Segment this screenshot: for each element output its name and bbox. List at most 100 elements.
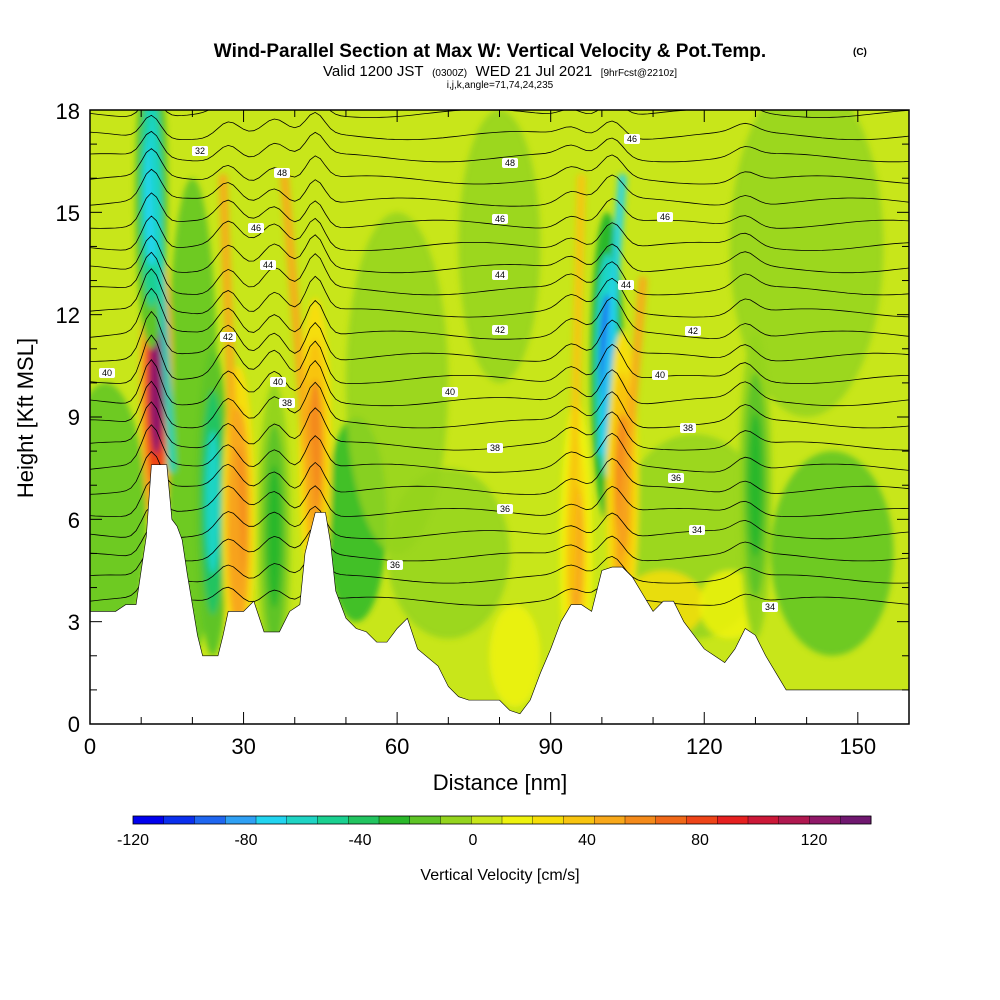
- chart-subtitle: Valid 1200 JST (0300Z) WED 21 Jul 2021 […: [323, 63, 677, 80]
- contour-label: 42: [220, 332, 236, 342]
- colorbar-swatch: [717, 816, 749, 824]
- theta-contour: [90, 110, 909, 118]
- plot-area: 5048484646464644444442424240404040383838…: [89, 109, 910, 725]
- x-tick-label: 90: [538, 734, 562, 759]
- y-tick-label: 12: [56, 303, 80, 328]
- colorbar-swatch: [625, 816, 657, 824]
- colorbar-swatch: [194, 816, 226, 824]
- x-tick-labels: 0 30 60 90 120 150: [84, 734, 876, 759]
- theta-contour: [90, 505, 909, 540]
- svg-text:40: 40: [445, 387, 455, 397]
- axis-ticks: [89, 109, 910, 725]
- colorbar-swatch: [594, 816, 626, 824]
- subtitle-valid: Valid 1200 JST: [323, 63, 424, 80]
- contour-label: 34: [689, 525, 705, 535]
- contour-label: 42: [492, 325, 508, 335]
- velocity-band: [489, 604, 541, 707]
- svg-text:40: 40: [102, 368, 112, 378]
- contour-label: 34: [762, 602, 778, 612]
- theta-contour: [90, 111, 909, 141]
- contour-label: 40: [99, 368, 115, 378]
- velocity-band: [90, 382, 147, 656]
- y-tick-label: 6: [68, 508, 80, 533]
- theta-contour: [90, 310, 909, 362]
- y-tick-label: 9: [68, 405, 80, 430]
- colorbar-swatch: [379, 816, 411, 824]
- y-tick-label: 15: [56, 201, 80, 226]
- theta-contour: [90, 148, 909, 185]
- colorbar-swatch: [409, 816, 441, 824]
- svg-text:48: 48: [505, 158, 515, 168]
- colorbar-swatch: [778, 816, 810, 824]
- contour-label: 48: [274, 168, 290, 178]
- chart-title: Wind-Parallel Section at Max W: Vertical…: [214, 41, 766, 62]
- x-tick-label: 150: [839, 734, 876, 759]
- colorbar-swatch: [563, 816, 595, 824]
- svg-text:38: 38: [683, 423, 693, 433]
- colorbar-label: Vertical Velocity [cm/s]: [420, 867, 579, 884]
- y-tick-labels: 0 3 6 9 12 15 18: [56, 99, 80, 737]
- svg-text:38: 38: [282, 398, 292, 408]
- contour-label: 36: [668, 473, 684, 483]
- colorbar-tick-label: -120: [117, 832, 149, 849]
- svg-text:34: 34: [765, 602, 775, 612]
- y-tick-label: 3: [68, 610, 80, 635]
- x-axis-label: Distance [nm]: [433, 770, 568, 795]
- velocity-streak: [280, 173, 320, 558]
- colorbar-swatch: [686, 816, 718, 824]
- theta-contour: [90, 548, 909, 584]
- colorbar-swatch: [225, 816, 257, 824]
- velocity-streak: [566, 173, 586, 593]
- contour-label: 46: [657, 212, 673, 222]
- velocity-band: [729, 110, 884, 417]
- theta-contour: [90, 251, 909, 296]
- colorbar-tick-label: 80: [691, 832, 709, 849]
- contour-label: 36: [387, 560, 403, 570]
- x-tick-label: 120: [686, 734, 723, 759]
- svg-text:46: 46: [495, 214, 505, 224]
- svg-text:46: 46: [660, 212, 670, 222]
- theta-contour: [90, 570, 909, 606]
- theta-contour: [90, 215, 909, 251]
- theta-contour: [90, 268, 909, 318]
- theta-contour: [90, 526, 909, 562]
- svg-text:44: 44: [495, 270, 505, 280]
- contour-label: 36: [497, 504, 513, 514]
- theta-contour-labels: 5048484646464644444442424240404040383838…: [99, 134, 778, 612]
- contour-label: 46: [248, 223, 264, 233]
- contour-label: 44: [260, 260, 276, 270]
- contour-label: 46: [624, 134, 640, 144]
- colorbar-swatch: [840, 816, 872, 824]
- subtitle-zulu: (0300Z): [432, 68, 467, 79]
- y-axis-label: Height [Kft MSL]: [13, 338, 38, 498]
- contour-label: 44: [492, 270, 508, 280]
- colorbar-swatch: [532, 816, 564, 824]
- theta-contour: [90, 234, 909, 274]
- title-mark: (C): [853, 47, 867, 58]
- theta-contour: [90, 380, 909, 429]
- velocity-streak: [597, 173, 627, 456]
- velocity-band: [458, 110, 541, 383]
- colorbar-swatch: [471, 816, 503, 824]
- colorbar-tick-label: -40: [348, 832, 371, 849]
- colorbar-swatch: [163, 816, 195, 824]
- svg-text:40: 40: [273, 377, 283, 387]
- subtitle-date: WED 21 Jul 2021: [476, 63, 593, 80]
- x-tick-label: 0: [84, 734, 96, 759]
- svg-text:46: 46: [627, 134, 637, 144]
- terrain-mask: [90, 464, 909, 724]
- svg-text:42: 42: [223, 332, 233, 342]
- theta-contour: [90, 451, 909, 495]
- colorbar-tick-labels: -120 -80 -40 0 40 80 120: [117, 832, 827, 849]
- svg-text:46: 46: [251, 223, 261, 233]
- contour-label: 40: [442, 387, 458, 397]
- svg-text:44: 44: [263, 260, 273, 270]
- colorbar-swatch: [133, 816, 165, 824]
- colorbar-swatch: [317, 816, 349, 824]
- x-tick-label: 30: [231, 734, 255, 759]
- contour-label: 44: [618, 280, 634, 290]
- svg-text:36: 36: [671, 473, 681, 483]
- theta-contour: [90, 192, 909, 229]
- svg-text:42: 42: [688, 326, 698, 336]
